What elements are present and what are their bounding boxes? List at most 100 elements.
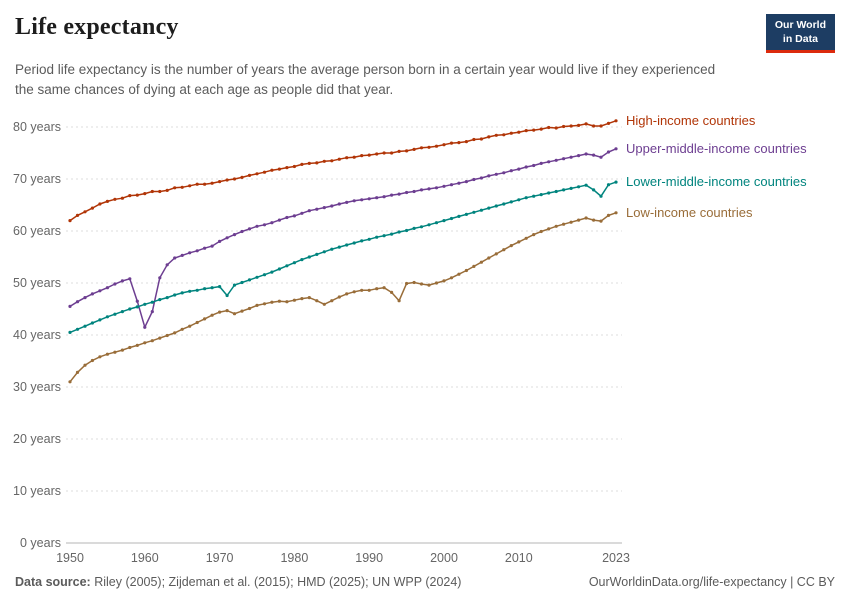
data-point <box>487 135 491 139</box>
data-point <box>577 124 581 128</box>
data-point <box>277 218 281 223</box>
data-point <box>68 305 72 309</box>
owid-logo[interactable]: Our World in Data <box>765 14 835 54</box>
data-point <box>524 237 528 241</box>
data-point <box>173 186 177 190</box>
data-point <box>225 178 229 183</box>
data-point <box>143 303 147 307</box>
data-point <box>449 217 454 221</box>
data-point <box>532 195 536 199</box>
data-point <box>322 250 326 254</box>
data-point <box>577 154 581 158</box>
page-title: Life expectancy <box>15 14 179 40</box>
data-point <box>255 276 259 280</box>
data-point <box>442 219 446 223</box>
data-point <box>606 150 611 155</box>
data-point <box>203 183 207 187</box>
data-point <box>606 214 611 218</box>
data-point <box>90 292 94 296</box>
series-legend-label-low-income-countries[interactable]: Low-income countries <box>626 205 753 220</box>
data-point <box>606 183 611 187</box>
series-high-income-countries: High-income countries <box>68 113 756 223</box>
y-tick-label: 10 years <box>13 484 61 498</box>
x-tick-label: 1950 <box>56 551 84 565</box>
data-point <box>180 291 184 295</box>
data-point <box>143 192 147 196</box>
data-point <box>494 173 498 177</box>
data-point <box>307 162 311 166</box>
data-point <box>277 267 281 272</box>
data-point <box>113 282 117 287</box>
data-point <box>375 152 379 157</box>
data-point <box>412 227 416 231</box>
series-legend-label-upper-middle-income-countries[interactable]: Upper-middle-income countries <box>626 141 807 156</box>
data-point <box>547 126 551 130</box>
data-point <box>509 244 513 248</box>
data-point <box>307 209 311 213</box>
data-point <box>90 321 94 326</box>
data-point <box>247 174 252 178</box>
data-point <box>472 138 476 142</box>
data-point <box>247 227 252 231</box>
x-axis: 1950 1960 1970 1980 1990 2000 2010 2023 <box>56 551 630 565</box>
data-point <box>449 141 454 146</box>
data-point <box>165 189 169 193</box>
data-point <box>427 283 431 288</box>
data-point <box>584 184 588 188</box>
data-point <box>592 153 596 158</box>
data-point <box>337 245 341 250</box>
data-point <box>360 289 364 293</box>
data-point <box>405 149 409 153</box>
data-point <box>360 239 364 243</box>
data-point <box>105 353 109 357</box>
data-point <box>225 309 229 313</box>
data-point <box>90 359 94 363</box>
data-point <box>150 301 154 305</box>
data-point <box>562 188 566 192</box>
data-point <box>143 326 147 330</box>
data-point <box>405 191 409 195</box>
data-point <box>412 190 416 194</box>
data-point <box>120 279 124 283</box>
data-point <box>150 190 154 194</box>
y-tick-label: 60 years <box>13 224 61 238</box>
data-point <box>569 124 573 129</box>
data-point <box>322 206 326 210</box>
data-point <box>532 164 536 168</box>
data-point <box>569 156 573 160</box>
data-point <box>554 126 558 131</box>
data-point <box>434 221 439 225</box>
data-point <box>105 286 109 290</box>
data-point <box>464 213 468 217</box>
data-point <box>502 133 506 137</box>
data-point <box>464 269 468 273</box>
data-point <box>472 211 476 215</box>
x-tick-label: 1970 <box>206 551 234 565</box>
gridlines: 0 years 10 years 20 years 30 years 40 years 5… <box>13 120 622 550</box>
data-point <box>419 146 424 150</box>
data-point <box>599 124 603 129</box>
data-point <box>158 190 162 194</box>
data-point <box>98 318 102 322</box>
owid-citation-link[interactable]: OurWorldinData.org/life-expectancy | CC … <box>588 575 835 590</box>
data-point <box>113 351 117 355</box>
data-point <box>509 132 513 136</box>
data-point <box>300 212 304 216</box>
chart-area: 0 years 10 years 20 years 30 years 40 years 5… <box>0 105 850 575</box>
series-line-upper-middle-income-countries <box>69 148 617 330</box>
data-point <box>352 199 356 203</box>
data-point <box>262 223 267 227</box>
data-point <box>405 282 409 286</box>
data-point <box>524 129 528 133</box>
series-legend-label-high-income-countries[interactable]: High-income countries <box>626 113 756 128</box>
data-point <box>375 287 379 291</box>
y-tick-label: 30 years <box>13 380 61 394</box>
series-legend-label-lower-middle-income-countries[interactable]: Lower-middle-income countries <box>626 175 807 190</box>
data-point <box>300 163 304 167</box>
data-point <box>315 299 319 303</box>
data-point <box>367 238 371 242</box>
data-point <box>285 300 289 304</box>
data-point <box>173 293 177 298</box>
data-point <box>285 264 289 268</box>
